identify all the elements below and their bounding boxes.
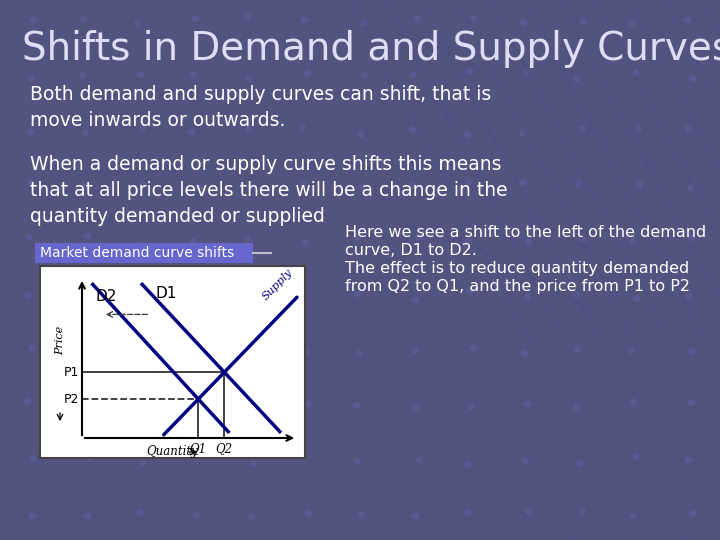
Text: Price: Price <box>55 326 65 355</box>
Text: Market demand curve shifts: Market demand curve shifts <box>40 246 234 260</box>
Text: Shifts in Demand and Supply Curves: Shifts in Demand and Supply Curves <box>22 30 720 68</box>
Text: P1: P1 <box>63 366 79 379</box>
Text: Both demand and supply curves can shift, that is
move inwards or outwards.: Both demand and supply curves can shift,… <box>30 85 491 130</box>
Text: D1: D1 <box>156 286 176 301</box>
Bar <box>35 243 253 263</box>
Text: Supply: Supply <box>261 267 295 302</box>
Text: from Q2 to Q1, and the price from P1 to P2: from Q2 to Q1, and the price from P1 to … <box>345 279 690 294</box>
Text: Q1: Q1 <box>190 442 207 455</box>
Text: Quantity: Quantity <box>146 446 198 458</box>
Text: Here we see a shift to the left of the demand: Here we see a shift to the left of the d… <box>345 225 706 240</box>
Text: The effect is to reduce quantity demanded: The effect is to reduce quantity demande… <box>345 261 689 276</box>
Text: curve, D1 to D2.: curve, D1 to D2. <box>345 243 477 258</box>
Text: P2: P2 <box>63 393 79 406</box>
Text: When a demand or supply curve shifts this means
that at all price levels there w: When a demand or supply curve shifts thi… <box>30 155 508 226</box>
Text: Q2: Q2 <box>216 442 233 455</box>
Bar <box>40 266 305 458</box>
Text: D2: D2 <box>96 289 117 305</box>
